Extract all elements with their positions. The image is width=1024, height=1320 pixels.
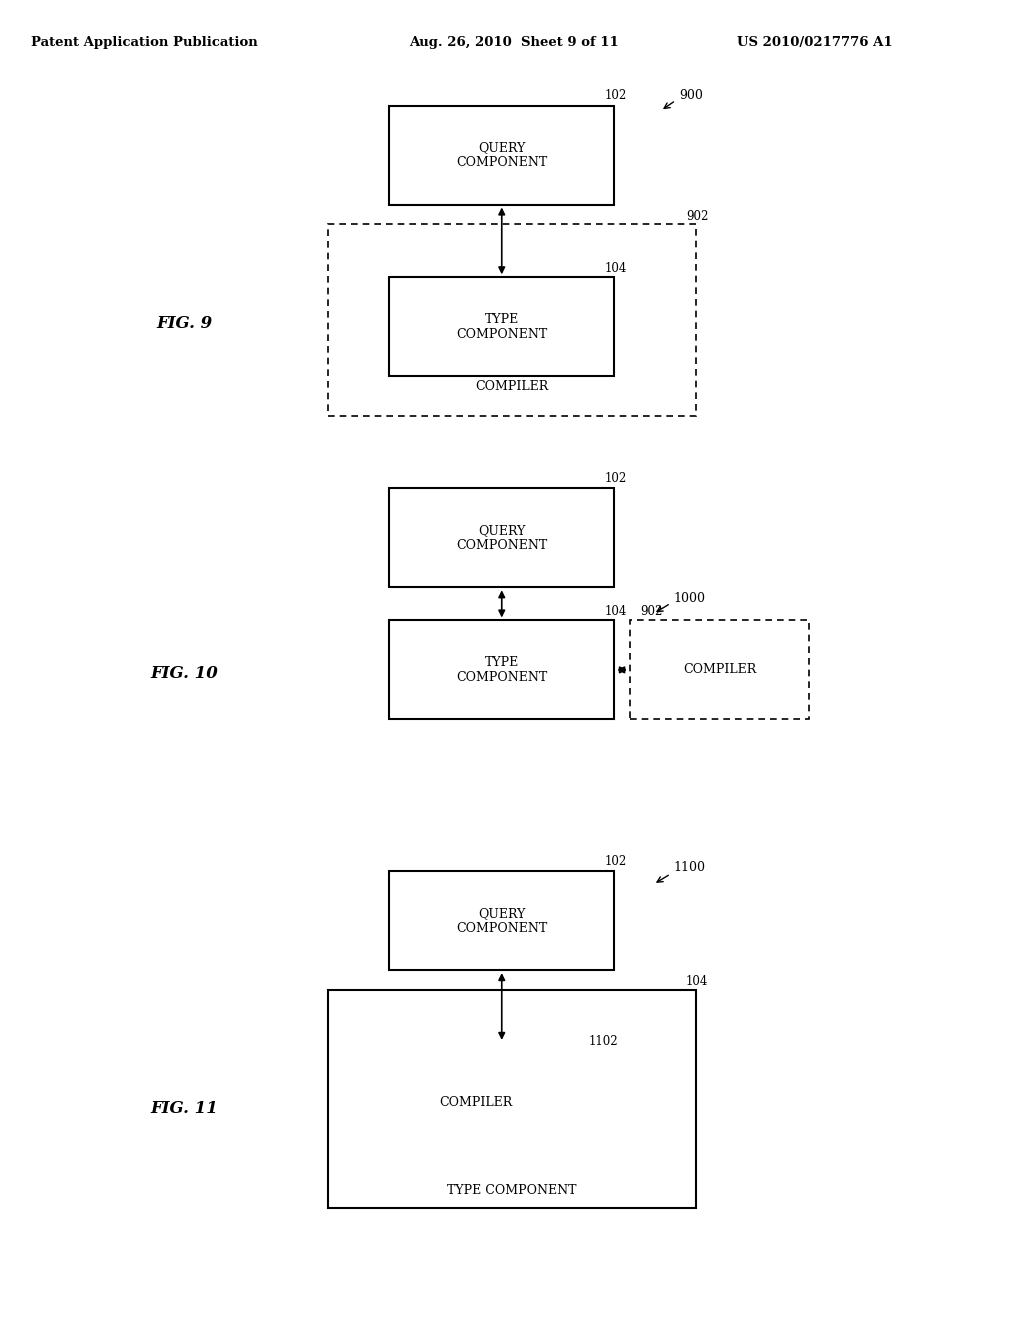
Text: TYPE
COMPONENT: TYPE COMPONENT: [456, 313, 548, 341]
Text: 104: 104: [604, 261, 627, 275]
Text: COMPILER: COMPILER: [475, 380, 549, 393]
FancyBboxPatch shape: [353, 1049, 599, 1155]
Text: QUERY
COMPONENT: QUERY COMPONENT: [456, 907, 548, 935]
Text: TYPE COMPONENT: TYPE COMPONENT: [447, 1184, 577, 1197]
FancyBboxPatch shape: [389, 871, 614, 970]
FancyBboxPatch shape: [328, 224, 696, 416]
Text: 902: 902: [686, 210, 709, 223]
Text: 900: 900: [679, 88, 702, 102]
FancyBboxPatch shape: [630, 620, 809, 719]
Text: 102: 102: [604, 88, 627, 102]
Text: 102: 102: [604, 471, 627, 484]
Text: Patent Application Publication: Patent Application Publication: [31, 36, 257, 49]
Text: 104: 104: [604, 605, 627, 618]
Text: COMPILER: COMPILER: [439, 1096, 513, 1109]
Text: 102: 102: [604, 854, 627, 867]
FancyBboxPatch shape: [389, 106, 614, 205]
Text: US 2010/0217776 A1: US 2010/0217776 A1: [737, 36, 893, 49]
FancyBboxPatch shape: [389, 620, 614, 719]
Text: Aug. 26, 2010  Sheet 9 of 11: Aug. 26, 2010 Sheet 9 of 11: [410, 36, 620, 49]
Text: COMPILER: COMPILER: [683, 664, 757, 676]
Text: QUERY
COMPONENT: QUERY COMPONENT: [456, 141, 548, 169]
Text: QUERY
COMPONENT: QUERY COMPONENT: [456, 524, 548, 552]
FancyBboxPatch shape: [389, 277, 614, 376]
Text: 1102: 1102: [589, 1035, 618, 1048]
FancyBboxPatch shape: [389, 488, 614, 587]
Text: 104: 104: [686, 974, 709, 987]
Text: 1100: 1100: [674, 861, 706, 874]
Text: FIG. 10: FIG. 10: [151, 665, 218, 681]
FancyBboxPatch shape: [328, 990, 696, 1208]
Text: FIG. 11: FIG. 11: [151, 1101, 218, 1117]
Text: 902: 902: [640, 605, 663, 618]
Text: FIG. 9: FIG. 9: [157, 315, 212, 331]
Text: 1000: 1000: [674, 591, 706, 605]
Text: TYPE
COMPONENT: TYPE COMPONENT: [456, 656, 548, 684]
